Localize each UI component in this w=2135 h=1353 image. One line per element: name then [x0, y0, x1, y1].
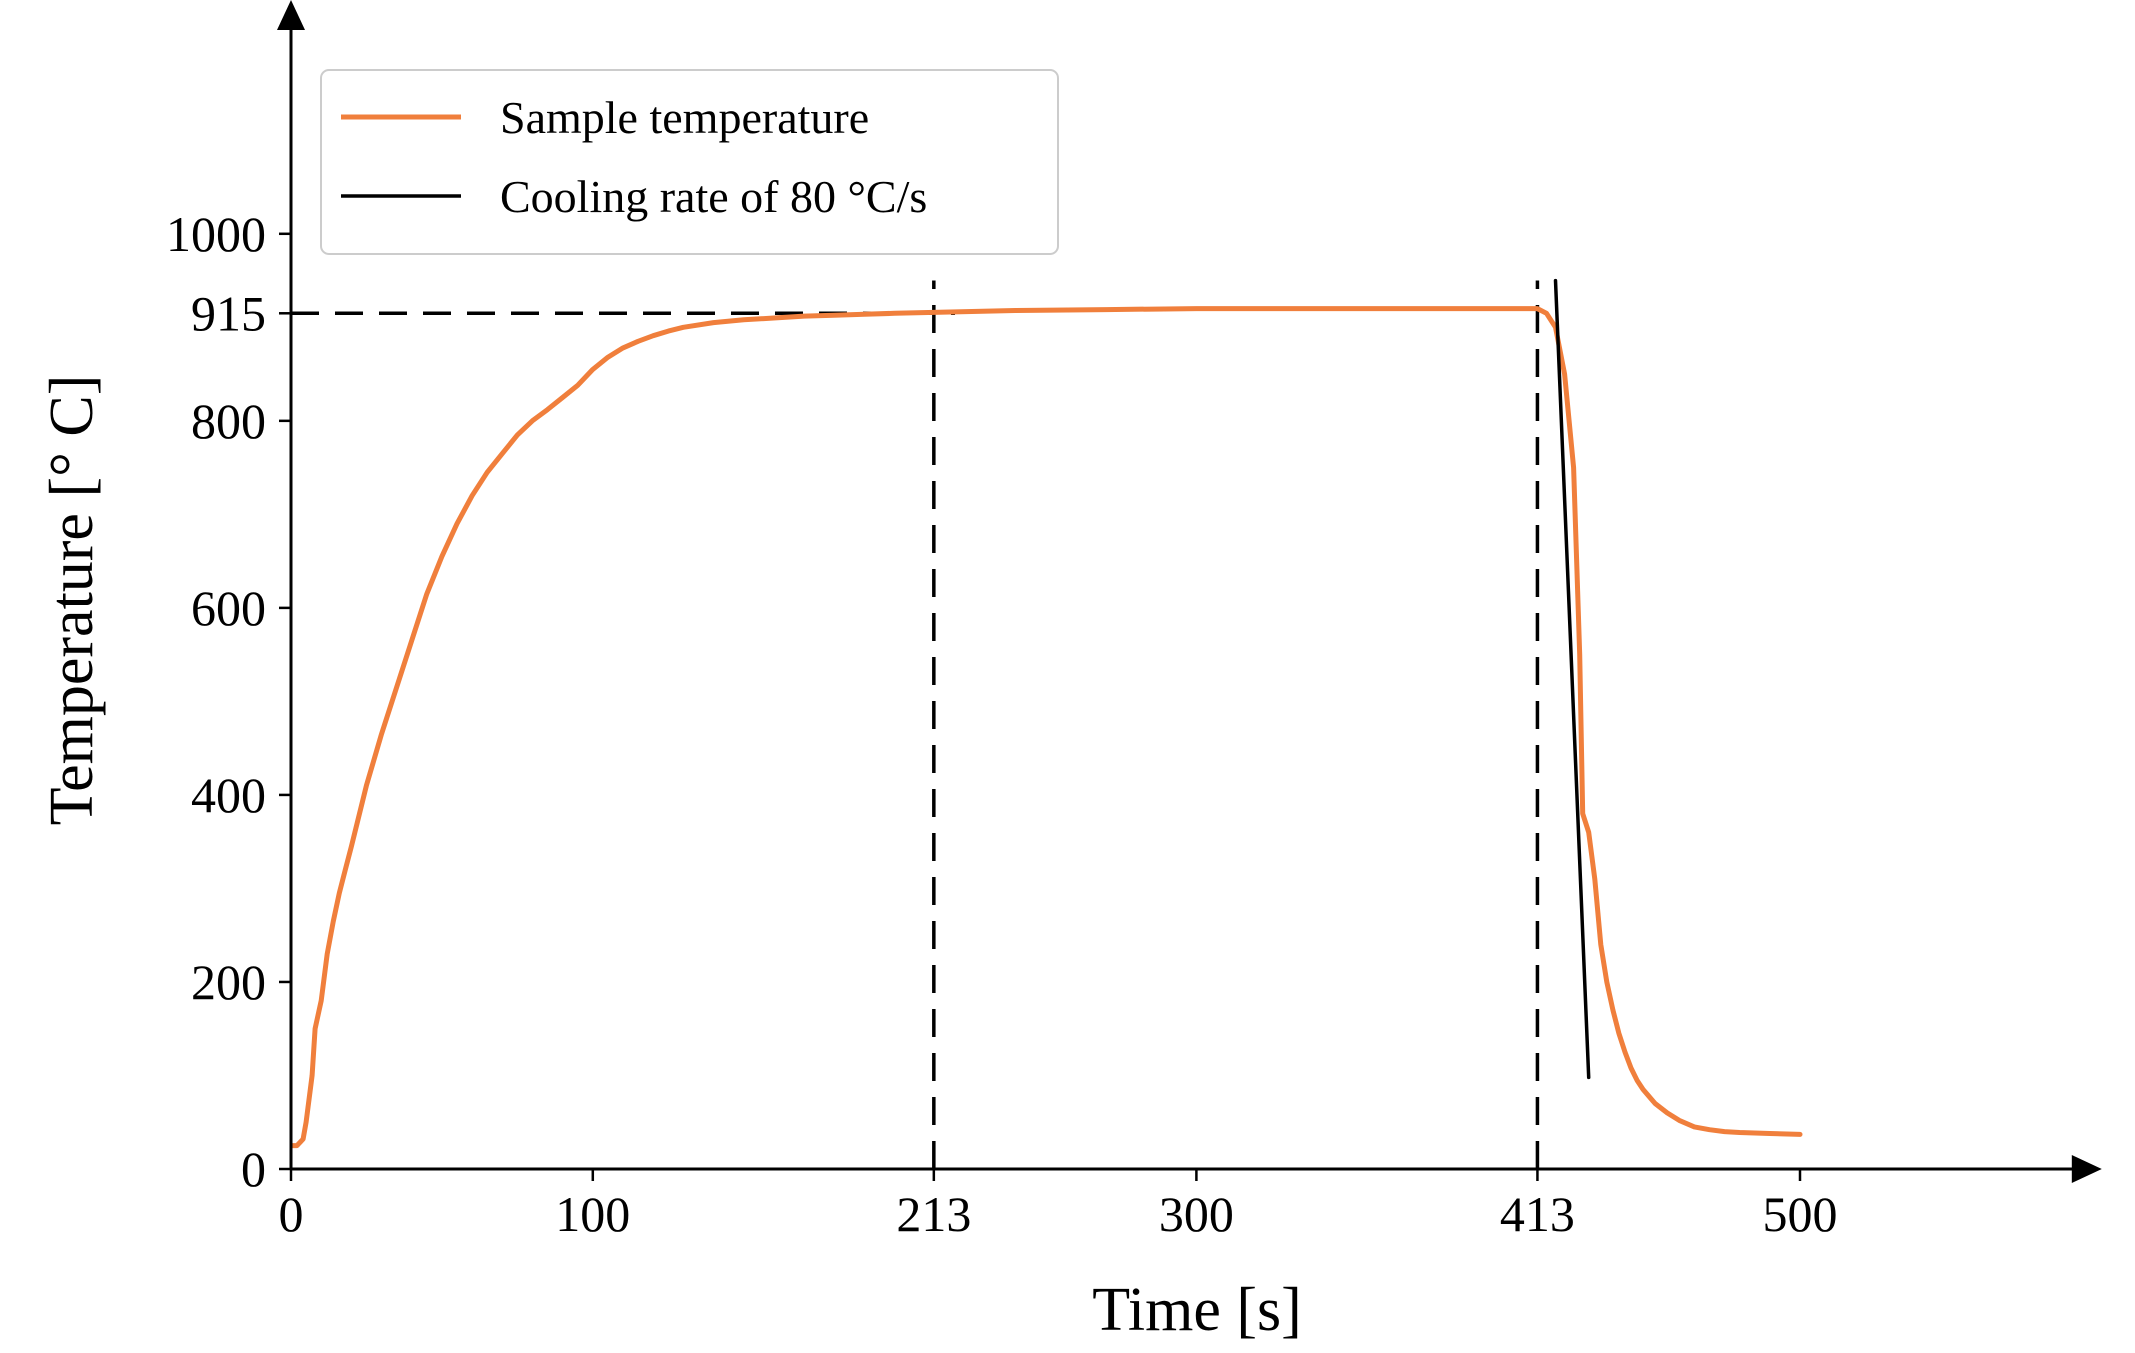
y-axis-label: Temperature [° C] — [38, 375, 106, 826]
y-tick-label: 0 — [241, 1141, 266, 1197]
x-tick-label: 0 — [279, 1186, 304, 1242]
y-tick-label: 915 — [191, 285, 266, 341]
x-tick-label: 300 — [1159, 1186, 1234, 1242]
x-axis-arrow — [2071, 1155, 2102, 1183]
x-tick-label: 500 — [1763, 1186, 1838, 1242]
series-layer — [290, 278, 1803, 1149]
y-tick-label: 400 — [191, 767, 266, 823]
x-tick-label: 213 — [896, 1186, 971, 1242]
x-axis-label: Time [s] — [1092, 1276, 1302, 1344]
y-tick-label: 1000 — [166, 206, 266, 262]
axes — [277, 0, 2102, 1183]
y-axis-arrow — [277, 0, 305, 30]
legend-label-cooling: Cooling rate of 80 °C/s — [500, 171, 927, 222]
y-tick-label: 600 — [191, 580, 266, 636]
x-tick-label: 413 — [1500, 1186, 1575, 1242]
series-line-cooling-rate — [1553, 278, 1591, 1080]
y-tick-label: 800 — [191, 393, 266, 449]
legend-label-sample: Sample temperature — [500, 92, 869, 143]
legend: Sample temperature Cooling rate of 80 °C… — [320, 69, 1059, 255]
ticks: 0 100 213 300 413 500 0 200 400 600 800 915 1000 — [166, 206, 1838, 1242]
y-tick-label: 200 — [191, 954, 266, 1010]
x-tick-label: 100 — [555, 1186, 630, 1242]
legend-box — [320, 69, 1059, 255]
series-line-sample-temperature — [290, 306, 1803, 1149]
reference-lines — [291, 280, 1540, 1169]
